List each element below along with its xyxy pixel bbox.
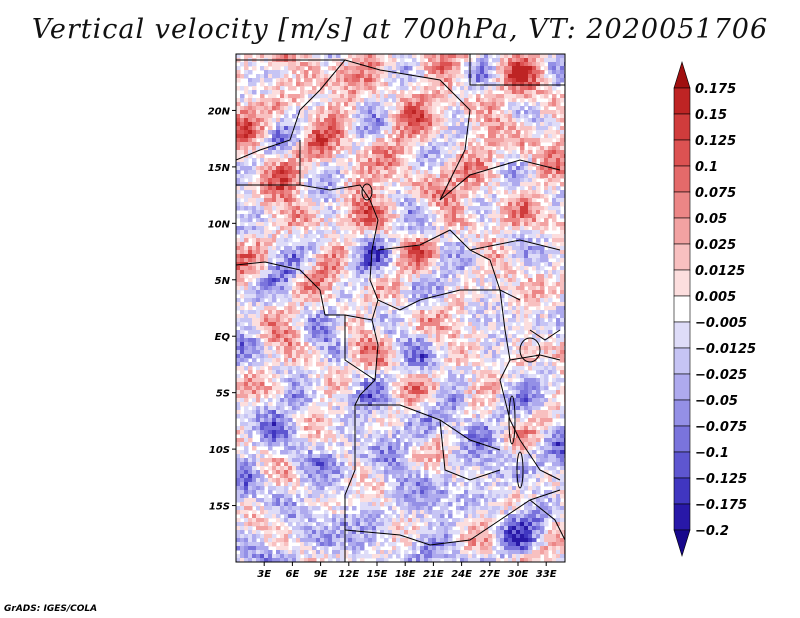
colorbar-label: 0.125 [695, 134, 736, 149]
plot-frame [235, 53, 566, 563]
x-tick-label: 24E [451, 569, 472, 580]
y-tick-label: EQ [215, 332, 231, 343]
colorbar-label: 0.175 [695, 82, 736, 97]
colorbar-label: 0.15 [695, 108, 727, 123]
colorbar-segment [673, 347, 691, 375]
colorbar-segment [673, 243, 691, 271]
y-tick-label: 20N [208, 106, 231, 117]
country-borders [236, 54, 565, 562]
y-tick-label: 10N [208, 219, 231, 230]
colorbar-segment [673, 217, 691, 245]
colorbar-segment [673, 269, 691, 297]
colorbar-label: 0.0125 [695, 264, 745, 279]
x-tick-label: 27E [479, 569, 500, 580]
colorbar-label: −0.2 [695, 524, 729, 539]
colorbar-segment [673, 425, 691, 453]
colorbar-top-triangle [673, 60, 691, 89]
colorbar-segment [673, 451, 691, 479]
x-axis: 3E 6E 9E 12E 15E 18E 21E 24E 27E 30E 33E [257, 562, 557, 580]
colorbar-label: −0.1 [695, 446, 729, 461]
colorbar-label: −0.005 [695, 316, 747, 331]
colorbar-bottom-triangle [673, 529, 691, 558]
x-tick-label: 9E [314, 569, 328, 580]
colorbar-segment [673, 477, 691, 505]
map-title: Vertical velocity [m/s] at 700hPa, VT: 2… [31, 14, 769, 45]
colorbar-segment [673, 113, 691, 141]
colorbar-label: 0.025 [695, 238, 736, 253]
colorbar-segment [673, 191, 691, 219]
grads-credit: GrADS: IGES/COLA [4, 604, 98, 614]
x-tick-label: 30E [508, 569, 529, 580]
y-tick-label: 15S [209, 502, 230, 513]
colorbar-segment [673, 321, 691, 349]
colorbar-segment [673, 503, 691, 531]
colorbar-segment [673, 373, 691, 401]
y-tick-label: 15N [208, 163, 231, 174]
colorbar-segment [673, 399, 691, 427]
y-tick-label: 5N [215, 276, 231, 287]
colorbar-segment [673, 165, 691, 193]
y-tick-label: 10S [209, 445, 230, 456]
lakes [361, 183, 541, 489]
colorbar-label: 0.05 [695, 212, 727, 227]
colorbar-label: −0.025 [695, 368, 747, 383]
y-tick-label: 5S [216, 389, 230, 400]
x-tick-label: 33E [536, 569, 557, 580]
colorbar-label: −0.05 [695, 394, 738, 409]
colorbar-label: −0.075 [695, 420, 747, 435]
colorbar-label: −0.0125 [695, 342, 756, 357]
colorbar-segment [673, 295, 691, 323]
x-tick-label: 12E [338, 569, 359, 580]
y-axis: 20N 15N 10N 5N EQ 5S 10S 15S [208, 106, 236, 513]
x-tick-label: 18E [395, 569, 416, 580]
colorbar-label: 0.005 [695, 290, 736, 305]
colorbar-segment [673, 139, 691, 167]
colorbar-label: −0.175 [695, 498, 747, 513]
x-tick-label: 15E [367, 569, 388, 580]
colorbar-segment [673, 87, 691, 115]
colorbar-label: 0.1 [695, 160, 718, 175]
x-tick-label: 6E [286, 569, 300, 580]
colorbar: 0.175 0.15 0.125 0.1 0.075 0.05 0.025 0.0125 0.0… [673, 60, 756, 558]
x-tick-label: 21E [423, 569, 444, 580]
colorbar-label: 0.075 [695, 186, 736, 201]
colorbar-label: −0.125 [695, 472, 747, 487]
x-tick-label: 3E [257, 569, 271, 580]
